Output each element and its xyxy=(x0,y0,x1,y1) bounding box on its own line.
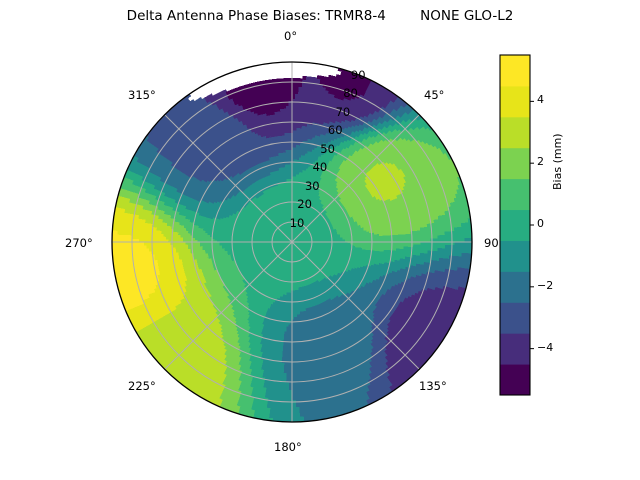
radial-tick-30: 30 xyxy=(305,179,320,193)
colorbar[interactable] xyxy=(490,45,610,465)
colorbar-tick-label-0: 4 xyxy=(537,93,544,106)
radial-tick-80: 80 xyxy=(343,86,358,100)
colorbar-band-1 xyxy=(500,333,530,364)
radial-tick-20: 20 xyxy=(297,197,312,211)
radial-tick-70: 70 xyxy=(336,105,351,119)
colorbar-axis-label: Bias (mm) xyxy=(551,133,564,190)
colorbar-band-6 xyxy=(500,179,530,210)
radial-tick-10: 10 xyxy=(290,216,305,230)
colorbar-tick-label-4: −4 xyxy=(537,341,553,354)
colorbar-swatches xyxy=(500,55,530,396)
angular-tick-180: 180° xyxy=(274,440,302,454)
colorbar-band-0 xyxy=(500,364,530,395)
colorbar-band-2 xyxy=(500,302,530,333)
angular-tick-225: 225° xyxy=(128,379,156,393)
colorbar-tick-label-3: −2 xyxy=(537,279,553,292)
colorbar-band-5 xyxy=(500,210,530,241)
colorbar-band-10 xyxy=(500,55,530,86)
radial-tick-60: 60 xyxy=(328,123,343,137)
radial-tick-50: 50 xyxy=(320,142,335,156)
angular-tick-135: 135° xyxy=(419,379,447,393)
colorbar-band-9 xyxy=(500,86,530,117)
angular-tick-315: 315° xyxy=(128,88,156,102)
angular-tick-0: 0° xyxy=(284,29,297,43)
colorbar-band-4 xyxy=(500,240,530,271)
colorbar-tick-label-2: 0 xyxy=(537,217,544,230)
colorbar-band-7 xyxy=(500,148,530,179)
colorbar-tick-label-1: 2 xyxy=(537,155,544,168)
colorbar-band-8 xyxy=(500,117,530,148)
radial-tick-90: 90 xyxy=(351,68,366,82)
angular-tick-270: 270° xyxy=(65,236,93,250)
colorbar-band-3 xyxy=(500,271,530,302)
radial-tick-40: 40 xyxy=(313,160,328,174)
colorbar-ticks xyxy=(530,101,534,348)
angular-tick-45: 45° xyxy=(424,88,444,102)
